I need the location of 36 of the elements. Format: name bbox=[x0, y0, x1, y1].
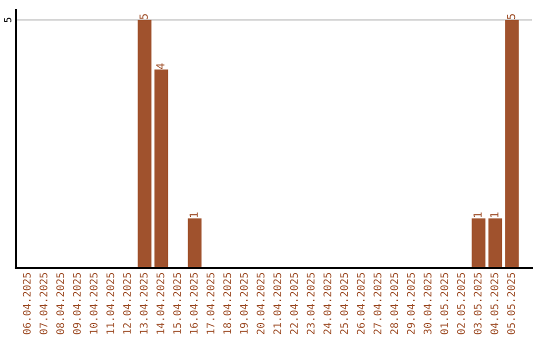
x-tick-label: 05.05.2025 bbox=[507, 273, 516, 334]
x-tick-label: 26.04.2025 bbox=[356, 273, 365, 334]
x-tick-label: 23.04.2025 bbox=[306, 273, 315, 334]
x-tick-label: 21.04.2025 bbox=[273, 273, 282, 334]
x-tick-label: 15.04.2025 bbox=[173, 273, 182, 334]
x-tick-label: 16.04.2025 bbox=[190, 273, 198, 334]
x-tick-label: 10.04.2025 bbox=[90, 273, 98, 334]
x-tick-label: 14.04.2025 bbox=[156, 273, 164, 334]
x-tick-label: 11.04.2025 bbox=[106, 273, 114, 334]
data-label: 5 bbox=[140, 14, 148, 20]
data-label: 1 bbox=[190, 212, 198, 218]
x-tick-label: 06.04.2025 bbox=[22, 273, 31, 334]
x-tick-label: 01.05.2025 bbox=[440, 273, 448, 334]
x-tick-label: 13.04.2025 bbox=[140, 273, 148, 334]
x-tick-label: 08.04.2025 bbox=[56, 273, 64, 334]
data-label: 5 bbox=[506, 14, 516, 20]
x-tick-label: 27.04.2025 bbox=[374, 273, 382, 334]
x-tick-label: 12.04.2025 bbox=[123, 273, 131, 334]
x-tick-label: 28.04.2025 bbox=[390, 273, 398, 334]
x-tick-label: 17.04.2025 bbox=[206, 273, 214, 334]
x-tick-label: 24.04.2025 bbox=[323, 273, 332, 334]
x-tick-label: 25.04.2025 bbox=[340, 273, 348, 334]
x-tick-label: 22.04.2025 bbox=[290, 273, 298, 334]
x-tick-label: 19.04.2025 bbox=[240, 273, 248, 334]
x-tick-label: 03.05.2025 bbox=[474, 273, 482, 334]
x-tick-label: 09.04.2025 bbox=[72, 273, 81, 334]
x-tick-label: 18.04.2025 bbox=[223, 273, 232, 334]
data-label: 1 bbox=[490, 212, 498, 218]
x-tick-label: 07.04.2025 bbox=[40, 273, 48, 334]
x-tick-label: 30.04.2025 bbox=[424, 273, 432, 334]
x-tick-label: 02.05.2025 bbox=[457, 273, 465, 334]
x-tick-label: 20.04.2025 bbox=[256, 273, 265, 334]
x-tick-label: 04.05.2025 bbox=[490, 273, 498, 334]
x-tick-label: 29.04.2025 bbox=[406, 273, 415, 334]
data-label: 1 bbox=[474, 212, 482, 218]
data-label: 4 bbox=[156, 63, 164, 69]
